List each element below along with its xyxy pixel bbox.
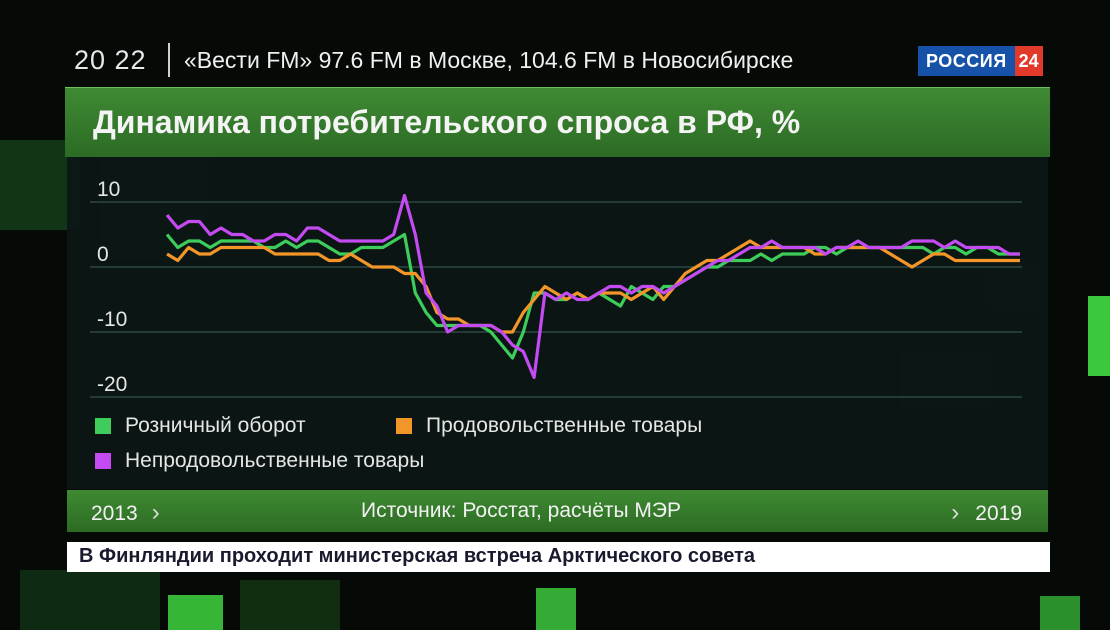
background-block bbox=[20, 570, 160, 630]
legend-label: Продовольственные товары bbox=[426, 414, 703, 437]
chevron-right-icon: › bbox=[951, 499, 960, 526]
title-bar: Динамика потребительского спроса в РФ, % bbox=[65, 87, 1050, 157]
line-chart: 10 0 -10 -20 bbox=[90, 178, 1022, 398]
logo-text: РОССИЯ bbox=[918, 46, 1015, 76]
divider bbox=[168, 43, 170, 77]
end-year: › 2019 bbox=[951, 499, 1022, 527]
news-crawl: В Финляндии проходит министерская встреч… bbox=[67, 542, 1050, 572]
y-tick-label: 0 bbox=[97, 243, 109, 266]
legend-label: Розничный оборот bbox=[125, 414, 306, 437]
channel-logo: РОССИЯ 24 bbox=[918, 46, 1043, 76]
clock: 20 22 bbox=[74, 45, 147, 75]
top-bar: 20 22 «Вести FM» 97.6 FM в Москве, 104.6… bbox=[0, 0, 1110, 85]
background-block bbox=[536, 588, 576, 630]
end-year-label: 2019 bbox=[975, 502, 1022, 525]
series-line bbox=[166, 239, 1020, 334]
footer-bar: 2013 › Источник: Росстат, расчёты МЭР › 20… bbox=[67, 490, 1048, 532]
logo-number: 24 bbox=[1014, 46, 1043, 76]
background-block bbox=[168, 595, 223, 630]
y-tick-label: -20 bbox=[97, 373, 127, 396]
news-headline: В Финляндии проходит министерская встреч… bbox=[79, 545, 756, 567]
series-line bbox=[165, 193, 1020, 380]
legend-item-food: Продовольственные товары bbox=[396, 414, 702, 438]
legend-swatch bbox=[95, 418, 111, 434]
start-year-label: 2013 bbox=[91, 502, 138, 525]
radio-ticker: «Вести FM» 97.6 FM в Москве, 104.6 FM в … bbox=[184, 47, 794, 73]
background-block bbox=[1040, 596, 1080, 630]
y-tick-label: -10 bbox=[97, 308, 127, 331]
legend-item-nonfood: Непродовольственные товары bbox=[95, 449, 424, 473]
chart-title: Динамика потребительского спроса в РФ, % bbox=[93, 104, 801, 140]
legend-label: Непродовольственные товары bbox=[125, 449, 425, 472]
chevron-right-icon: › bbox=[151, 499, 160, 526]
legend-item-retail: Розничный оборот bbox=[95, 414, 306, 438]
y-tick-label: 10 bbox=[97, 178, 120, 201]
source-label: Источник: Росстат, расчёты МЭР bbox=[361, 499, 682, 522]
chart-panel bbox=[67, 157, 1048, 489]
start-year: 2013 › bbox=[91, 499, 160, 527]
legend-swatch bbox=[95, 453, 111, 469]
background-block bbox=[1088, 296, 1110, 376]
legend-swatch bbox=[396, 418, 412, 434]
background-block bbox=[240, 580, 340, 630]
